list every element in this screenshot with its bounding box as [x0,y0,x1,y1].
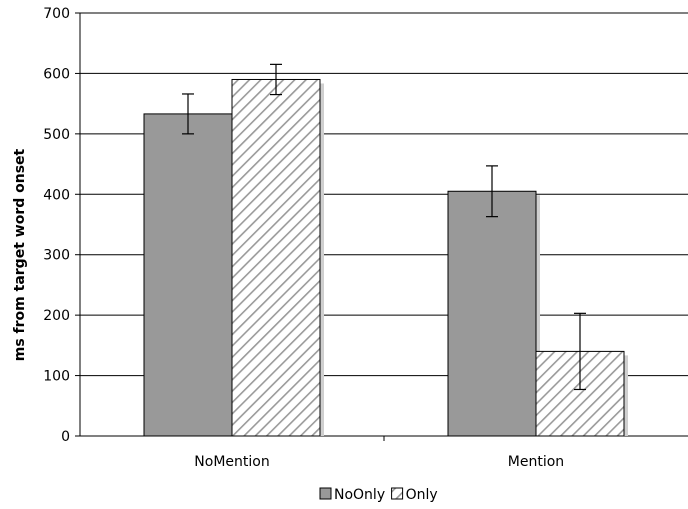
legend-swatch-noonly [319,487,332,500]
error-bars [182,63,586,391]
y-axis-label: ms from target word onset [12,148,28,361]
y-tick-label: 200 [43,308,70,324]
legend-label-only: Only [406,487,438,503]
legend-label-noonly: NoOnly [334,487,385,503]
bar-noonly-mention [447,190,537,437]
y-tick-label: 400 [43,187,70,203]
y-tick-label: 0 [61,429,70,445]
legend-swatch-only [391,487,404,500]
bar-only-nomention [231,78,321,437]
y-tick-label: 300 [43,248,70,264]
bars [143,78,628,437]
labels: 0 100 200 300 400 500 600 700 NoMention Mention [43,6,564,470]
legend: NoOnly Only [319,487,438,503]
bar-noonly-nomention [143,113,233,437]
y-tick-label: 100 [43,369,70,385]
y-tick-label: 600 [43,66,70,82]
y-tick-label: 700 [43,6,70,22]
x-tick-label: NoMention [194,454,269,470]
y-tick-label: 500 [43,127,70,143]
x-tick-label: Mention [508,454,564,470]
